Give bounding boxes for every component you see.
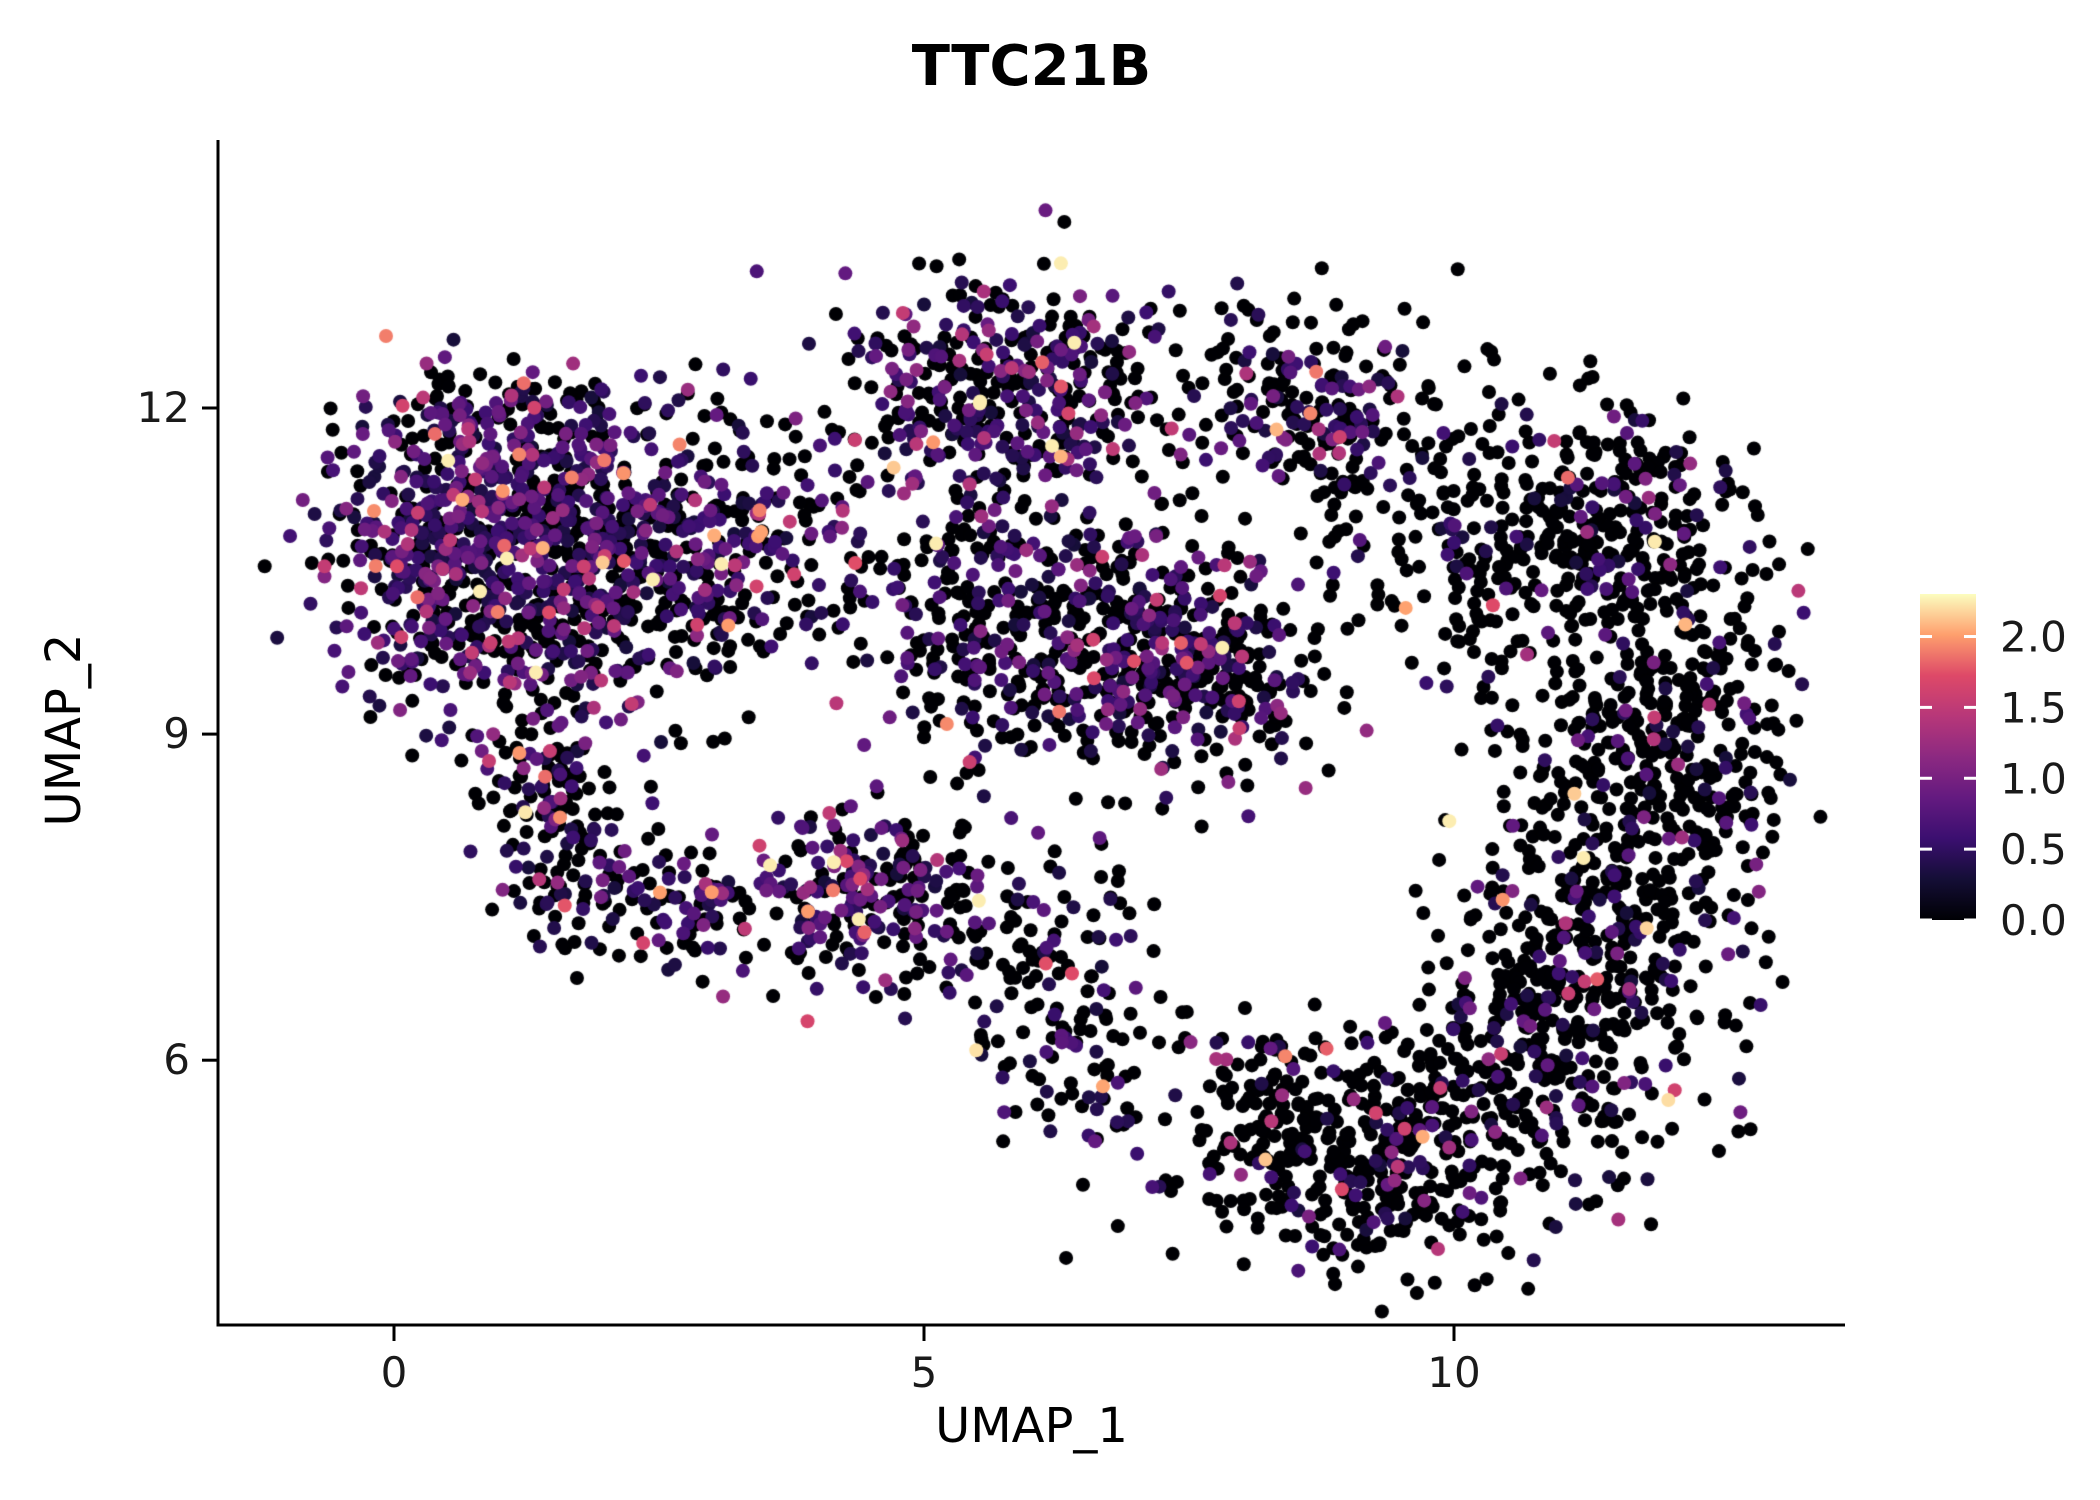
- x-tick-label: 5: [911, 1348, 938, 1397]
- y-axis-label: UMAP_2: [36, 633, 92, 827]
- y-tick-label: 9: [163, 709, 190, 758]
- colorbar-tick-label: 0.0: [2000, 896, 2067, 945]
- x-tick-label: 10: [1427, 1348, 1480, 1397]
- colorbar-tick-label: 2.0: [2000, 613, 2067, 662]
- plot-title: TTC21B: [911, 34, 1152, 99]
- colorbar-tick-label: 0.5: [2000, 825, 2067, 874]
- colorbar-tick-label: 1.5: [2000, 683, 2067, 732]
- x-tick-label: 0: [381, 1348, 408, 1397]
- x-axis-label: UMAP_1: [935, 1398, 1128, 1454]
- y-tick-label: 6: [163, 1035, 190, 1084]
- axis-spine: [216, 140, 1845, 1327]
- colorbar-tick-label: 1.0: [2000, 754, 2067, 803]
- y-tick-label: 12: [137, 383, 190, 432]
- colorbar: [1920, 594, 1976, 920]
